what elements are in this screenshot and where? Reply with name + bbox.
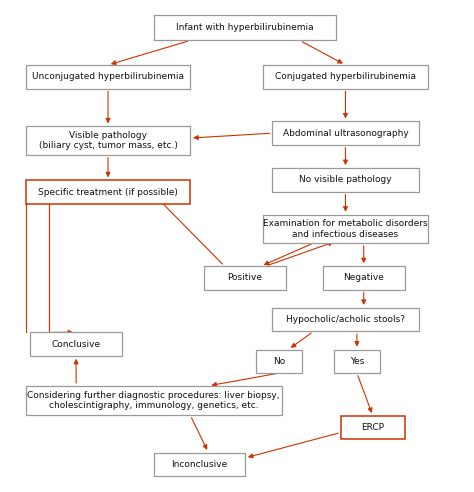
FancyBboxPatch shape bbox=[263, 65, 428, 89]
Text: Negative: Negative bbox=[343, 274, 384, 282]
Text: Visible pathology
(biliary cyst, tumor mass, etc.): Visible pathology (biliary cyst, tumor m… bbox=[38, 131, 177, 150]
Text: No: No bbox=[273, 357, 285, 366]
FancyBboxPatch shape bbox=[26, 180, 190, 204]
FancyBboxPatch shape bbox=[341, 416, 405, 439]
FancyBboxPatch shape bbox=[26, 386, 282, 415]
FancyBboxPatch shape bbox=[30, 333, 122, 356]
Text: Considering further diagnostic procedures: liver biopsy,
cholescintigraphy, immu: Considering further diagnostic procedure… bbox=[27, 391, 280, 410]
Text: Inconclusive: Inconclusive bbox=[171, 460, 228, 469]
Text: Positive: Positive bbox=[228, 274, 263, 282]
FancyBboxPatch shape bbox=[154, 453, 245, 476]
FancyBboxPatch shape bbox=[273, 122, 419, 145]
FancyBboxPatch shape bbox=[273, 168, 419, 191]
Text: ERCP: ERCP bbox=[361, 423, 384, 432]
Text: Abdominal ultrasonography: Abdominal ultrasonography bbox=[283, 129, 408, 138]
FancyBboxPatch shape bbox=[334, 349, 380, 373]
Text: Examination for metabolic disorders
and infectious diseases: Examination for metabolic disorders and … bbox=[263, 219, 428, 239]
FancyBboxPatch shape bbox=[256, 349, 302, 373]
FancyBboxPatch shape bbox=[204, 266, 286, 290]
FancyBboxPatch shape bbox=[323, 266, 405, 290]
FancyBboxPatch shape bbox=[263, 215, 428, 243]
Text: Conclusive: Conclusive bbox=[52, 339, 100, 349]
Text: Conjugated hyperbilirubinemia: Conjugated hyperbilirubinemia bbox=[275, 72, 416, 81]
FancyBboxPatch shape bbox=[273, 308, 419, 332]
FancyBboxPatch shape bbox=[26, 126, 190, 155]
Text: Infant with hyperbilirubinemia: Infant with hyperbilirubinemia bbox=[176, 23, 314, 32]
FancyBboxPatch shape bbox=[154, 15, 337, 40]
Text: Specific treatment (if possible): Specific treatment (if possible) bbox=[38, 187, 178, 196]
Text: No visible pathology: No visible pathology bbox=[299, 175, 392, 184]
Text: Yes: Yes bbox=[350, 357, 364, 366]
FancyBboxPatch shape bbox=[26, 65, 190, 89]
Text: Hypocholic/acholic stools?: Hypocholic/acholic stools? bbox=[286, 315, 405, 324]
Text: Unconjugated hyperbilirubinemia: Unconjugated hyperbilirubinemia bbox=[32, 72, 184, 81]
